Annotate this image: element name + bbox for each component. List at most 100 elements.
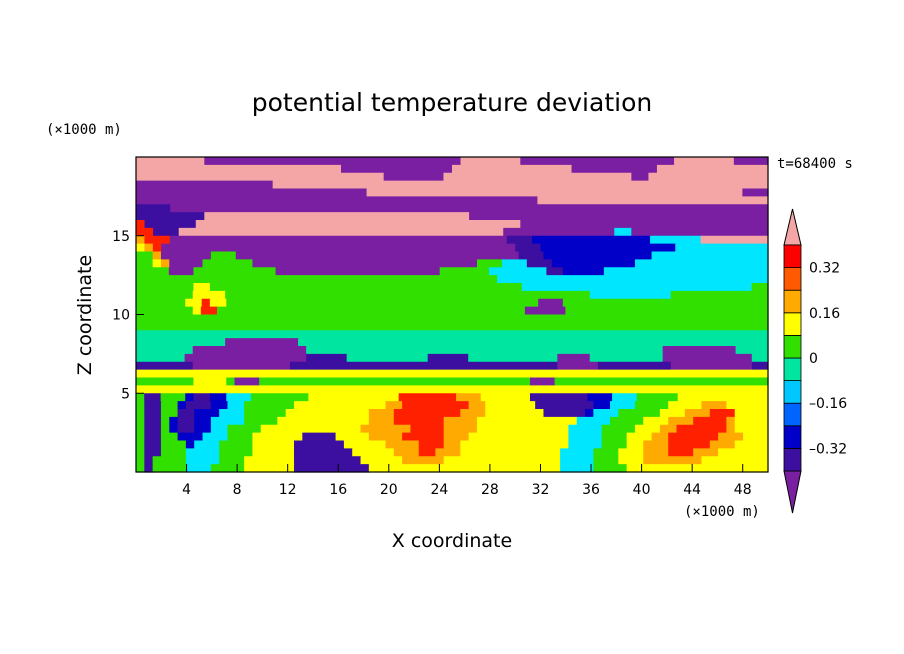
field-cell — [520, 220, 769, 229]
field-cell — [532, 235, 651, 245]
field-cell — [209, 393, 227, 402]
field-cell — [302, 432, 337, 442]
field-cell — [235, 251, 520, 260]
field-cell — [418, 448, 436, 457]
colorbar-top-arrow — [783, 208, 802, 246]
field-cell — [185, 456, 220, 465]
field-cell — [634, 401, 669, 410]
field-cell — [650, 235, 702, 245]
contour-field — [136, 157, 769, 473]
field-cell — [662, 353, 753, 363]
field-cell — [144, 432, 162, 442]
field-cell — [751, 353, 769, 363]
field-cell — [734, 416, 769, 426]
field-cell — [693, 448, 719, 457]
field-cell — [136, 298, 186, 308]
field-cell — [144, 393, 162, 402]
field-cell — [210, 424, 229, 434]
field-cell — [589, 290, 672, 300]
field-cell — [610, 401, 636, 410]
field-cell — [308, 393, 400, 402]
time-label: t=68400 s — [777, 156, 853, 172]
field-cell — [193, 267, 277, 276]
field-cell — [192, 306, 202, 316]
field-cell — [503, 227, 615, 237]
colorbar-tick-label: –0.32 — [809, 441, 847, 457]
field-cell — [360, 456, 403, 465]
field-cell — [677, 393, 769, 402]
field-cell — [210, 401, 229, 410]
colorbar-segment — [783, 267, 802, 291]
x-unit-label: (×1000 m) — [684, 504, 760, 520]
field-cell — [626, 432, 653, 442]
field-cell — [194, 440, 220, 449]
field-cell — [210, 416, 245, 426]
x-tick-label: 28 — [481, 482, 499, 498]
field-cell — [568, 424, 603, 434]
field-cell — [551, 259, 636, 268]
colorbar-segment — [783, 357, 802, 382]
field-cell — [136, 464, 145, 473]
x-tick-label: 4 — [182, 482, 191, 498]
field-cell — [526, 259, 553, 268]
field-cell — [726, 416, 736, 426]
field-cell — [252, 448, 295, 457]
x-tick-label: 48 — [734, 482, 752, 498]
field-cell — [201, 298, 211, 308]
field-cell — [626, 464, 769, 473]
field-cell — [136, 283, 195, 292]
field-cell — [537, 196, 769, 205]
field-cell — [204, 212, 470, 221]
field-cell — [136, 330, 769, 339]
field-cell — [571, 164, 658, 174]
field-cell — [443, 416, 478, 426]
field-cell — [136, 188, 368, 197]
field-cell — [601, 424, 636, 434]
field-cell — [393, 448, 420, 457]
field-cell — [169, 259, 204, 268]
field-cell — [185, 448, 220, 457]
field-cell — [383, 172, 445, 182]
field-cell — [675, 243, 769, 253]
field-cell — [226, 377, 236, 386]
field-cell — [226, 298, 539, 308]
field-cell — [593, 448, 619, 457]
field-cell — [169, 235, 508, 245]
field-cell — [177, 424, 195, 434]
field-cell — [160, 401, 179, 410]
field-cell — [136, 314, 769, 323]
field-cell — [144, 464, 154, 473]
field-cell — [136, 369, 769, 379]
field-cell — [443, 456, 561, 465]
field-cell — [227, 432, 254, 442]
field-cell — [568, 432, 603, 442]
field-cell — [543, 409, 586, 418]
field-cell — [160, 393, 186, 402]
field-cell — [219, 448, 254, 457]
field-cell — [177, 432, 204, 442]
field-cell — [136, 385, 769, 394]
field-cell — [144, 409, 162, 418]
field-cell — [468, 401, 486, 410]
field-cell — [192, 361, 291, 371]
field-cell — [136, 338, 226, 347]
field-cell — [136, 401, 145, 410]
field-cell — [460, 448, 561, 457]
field-cell — [659, 424, 678, 434]
colorbar-tick-label: –0.16 — [809, 396, 847, 412]
field-cell — [518, 251, 545, 260]
field-cell — [294, 440, 345, 449]
field-cell — [368, 464, 561, 473]
field-cell — [360, 424, 412, 434]
field-cell — [136, 251, 154, 260]
field-cell — [718, 448, 769, 457]
field-cell — [726, 401, 769, 410]
field-cell — [538, 298, 564, 308]
field-cell — [668, 416, 694, 426]
field-cell — [226, 393, 252, 402]
field-cell — [452, 164, 573, 174]
field-cell — [385, 440, 420, 449]
field-cell — [651, 432, 669, 442]
colorbar-segment — [783, 244, 802, 269]
field-cell — [160, 448, 187, 457]
